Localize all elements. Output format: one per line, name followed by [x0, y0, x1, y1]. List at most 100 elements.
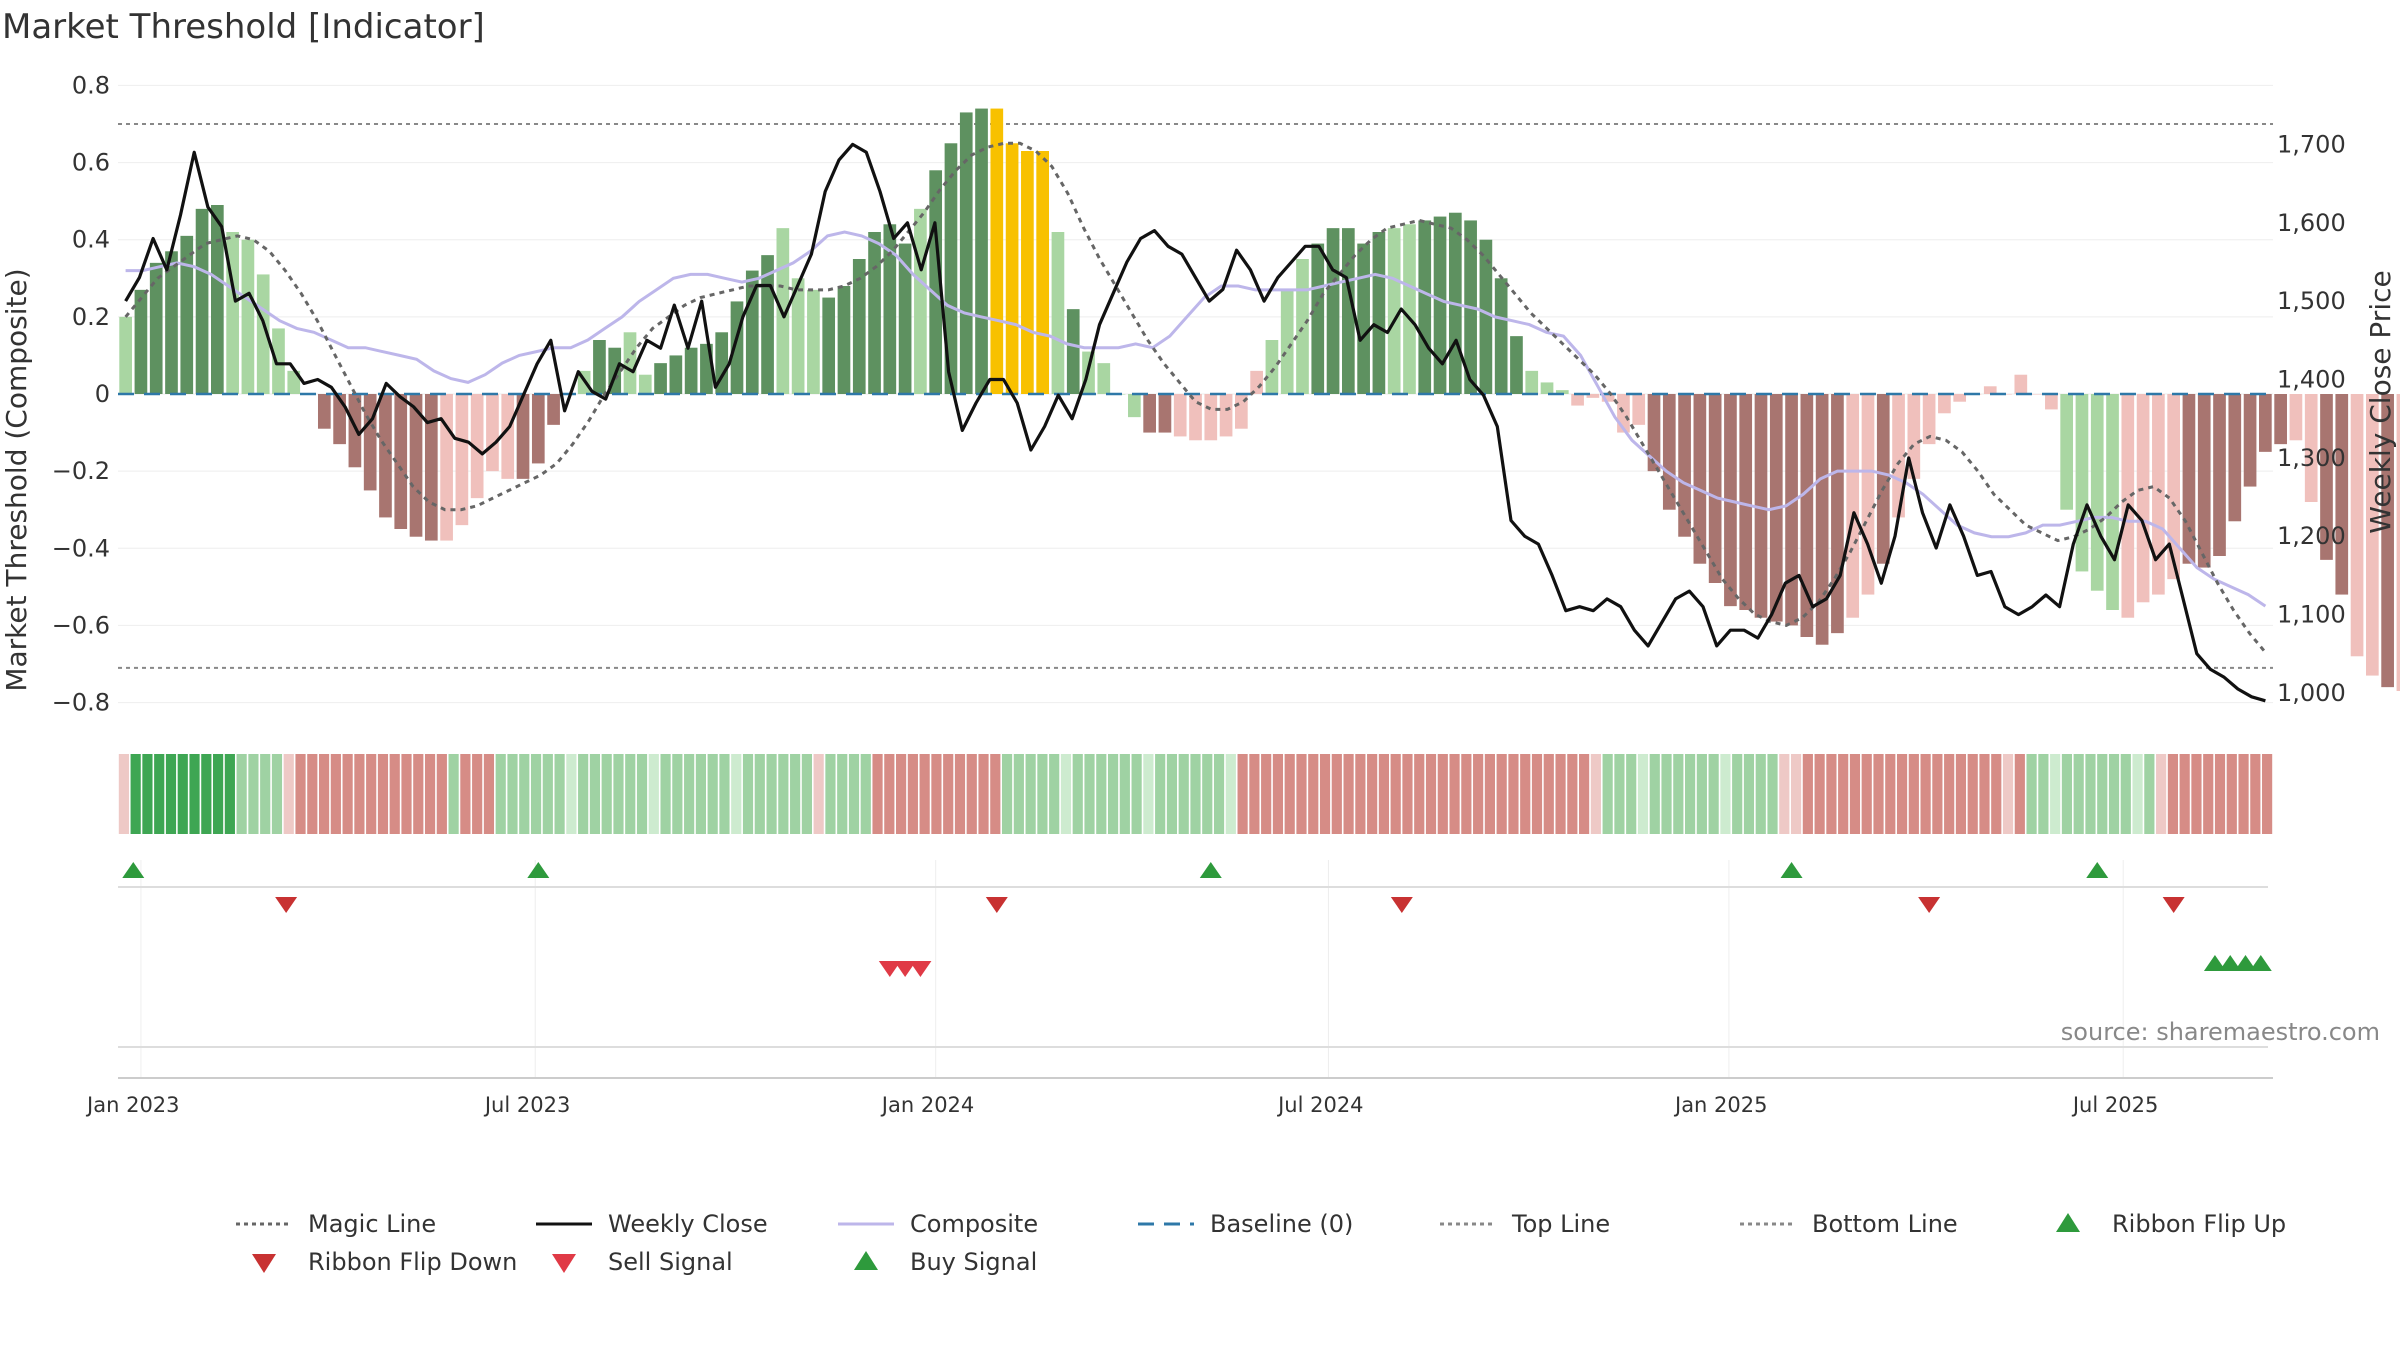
composite-bar — [1739, 394, 1753, 610]
legend-item: Weekly Close — [536, 1210, 768, 1238]
ribbon-cell — [1166, 754, 1178, 834]
ribbon-cell — [1037, 754, 1048, 834]
left-tick-label: 0 — [95, 380, 110, 408]
composite-bar — [2106, 394, 2119, 610]
ribbon-cell — [1225, 754, 1236, 834]
buy-signal-marker — [2234, 955, 2257, 971]
x-tick-label: Jul 2025 — [2071, 1093, 2158, 1117]
ribbon-cell — [2085, 754, 2096, 834]
legend-item: Ribbon Flip Down — [252, 1248, 517, 1276]
ribbon-cell — [118, 754, 129, 834]
ribbon-cell — [2050, 754, 2061, 834]
composite-bar — [379, 394, 392, 518]
ribbon-cell — [330, 754, 341, 834]
right-tick-label: 1,300 — [2277, 444, 2346, 472]
composite-bar — [1494, 278, 1508, 394]
signal-rows — [118, 862, 2273, 1079]
composite-bar — [1326, 228, 1340, 394]
composite-bar — [1907, 394, 1921, 479]
ribbon-cell — [2191, 754, 2202, 834]
ribbon-flip-up-marker — [122, 862, 145, 878]
composite-bar — [256, 274, 270, 394]
ribbon-cell — [1649, 754, 1660, 834]
composite-bar — [211, 205, 224, 394]
composite-bar — [1357, 243, 1370, 394]
ribbon-cell — [1096, 754, 1107, 834]
legend-item: Composite — [838, 1210, 1038, 1238]
composite-bar — [2259, 394, 2272, 452]
x-tick-label: Jan 2023 — [85, 1093, 180, 1117]
composite-bar — [1647, 394, 1661, 472]
buy-signal-marker — [2249, 955, 2272, 971]
composite-bar — [2029, 394, 2043, 395]
ribbon-cell — [1084, 754, 1095, 834]
ribbon-cell — [1696, 754, 1707, 834]
right-axis-ticks: 1,700 1,600 1,500 1,400 1,300 1,200 1,100 1,000 — [2277, 130, 2346, 706]
ribbon-cell — [507, 754, 518, 834]
ribbon-cell — [1155, 754, 1166, 834]
ribbon-cell — [2073, 754, 2084, 834]
composite-bar — [2228, 394, 2242, 522]
ribbon-cell — [1708, 754, 1719, 834]
ribbon-cell — [448, 754, 459, 834]
left-tick-label: −0.2 — [52, 457, 110, 485]
ribbon-cell — [731, 754, 742, 834]
chart-title: Market Threshold [Indicator] — [2, 7, 485, 47]
legend-label: Top Line — [1511, 1210, 1610, 1238]
left-axis-ticks: 0.8 0.6 0.4 0.2 0 −0.2 −0.4 −0.6 −0.8 — [52, 71, 110, 716]
ribbon-cell — [1732, 754, 1743, 834]
composite-bar — [944, 143, 958, 394]
ribbon-cell — [1555, 754, 1566, 834]
ribbon-cell — [1885, 754, 1896, 834]
ribbon-cell — [1673, 754, 1684, 834]
composite-bar — [1815, 394, 1829, 645]
ribbon-cell — [625, 754, 636, 834]
ribbon-cell — [1131, 754, 1142, 834]
legend-item: Bottom Line — [1740, 1210, 1958, 1238]
composite-bar — [394, 394, 408, 529]
composite-bar — [593, 340, 606, 394]
ribbon-cell — [2203, 754, 2214, 834]
ribbon-cell — [236, 754, 247, 834]
legend-label: Ribbon Flip Up — [2112, 1210, 2286, 1238]
ribbon-cell — [2167, 754, 2178, 834]
ribbon-cell — [2250, 754, 2261, 834]
composite-bar — [1418, 220, 1432, 394]
ribbon-cell — [1319, 754, 1331, 834]
composite-bar — [868, 232, 881, 394]
ribbon-cell — [1367, 754, 1378, 834]
ribbon-cell — [401, 754, 412, 834]
composite-bar — [1036, 151, 1050, 394]
composite-bar — [1831, 394, 1844, 634]
ribbon-cell — [1343, 754, 1354, 834]
ribbon-flip-down-marker — [985, 897, 1008, 913]
composite-bar — [1143, 394, 1156, 433]
ribbon-cell — [1049, 754, 1060, 834]
composite-bar — [1341, 228, 1355, 394]
composite-bar — [2304, 394, 2318, 502]
ribbon-cell — [825, 754, 836, 834]
left-tick-label: −0.4 — [52, 534, 110, 562]
ribbon-cell — [1331, 754, 1342, 834]
ribbon-cell — [436, 754, 447, 834]
composite-bar — [975, 108, 988, 395]
legend-swatch — [252, 1254, 276, 1273]
ribbon-cell — [354, 754, 365, 834]
left-tick-label: −0.8 — [52, 689, 110, 717]
ribbon-cell — [189, 754, 200, 834]
ribbon-cell — [1461, 754, 1472, 834]
ribbon-cell — [554, 754, 565, 834]
composite-bar — [1173, 394, 1187, 437]
left-tick-label: 0.4 — [72, 226, 110, 254]
composite-bar — [501, 394, 515, 479]
legend-item: Top Line — [1440, 1210, 1610, 1238]
ribbon-cell — [519, 754, 530, 834]
right-tick-label: 1,400 — [2277, 366, 2346, 394]
ribbon-cell — [2038, 754, 2049, 834]
ribbon-cell — [931, 754, 942, 834]
ribbon-cell — [201, 754, 212, 834]
composite-bar — [1051, 232, 1065, 394]
composite-bar — [2289, 394, 2303, 441]
ribbon-cell — [1826, 754, 1837, 834]
ribbon-flip-down-marker — [1390, 897, 1413, 913]
